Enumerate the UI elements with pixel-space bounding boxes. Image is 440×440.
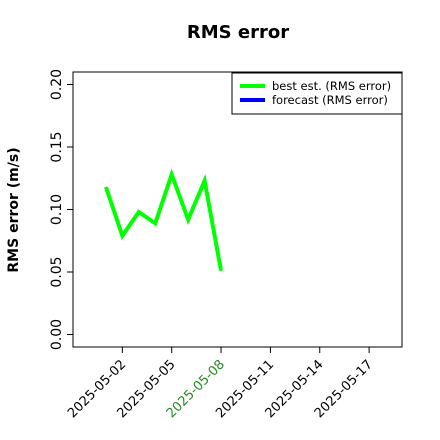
y-tick-label: 0.00 — [49, 319, 65, 350]
legend-box — [231, 72, 403, 115]
y-tick-label: 0.20 — [49, 69, 65, 100]
legend-label: best est. (RMS error) — [272, 79, 391, 93]
y-tick-label: 0.15 — [49, 131, 65, 162]
y-tick-label: 0.05 — [49, 256, 65, 287]
series-line — [104, 168, 224, 272]
legend-label: forecast (RMS error) — [272, 93, 388, 107]
y-axis-label: RMS error (m/s) — [6, 147, 22, 272]
y-tick-label: 0.10 — [49, 194, 65, 225]
chart-title: RMS error — [187, 22, 289, 43]
